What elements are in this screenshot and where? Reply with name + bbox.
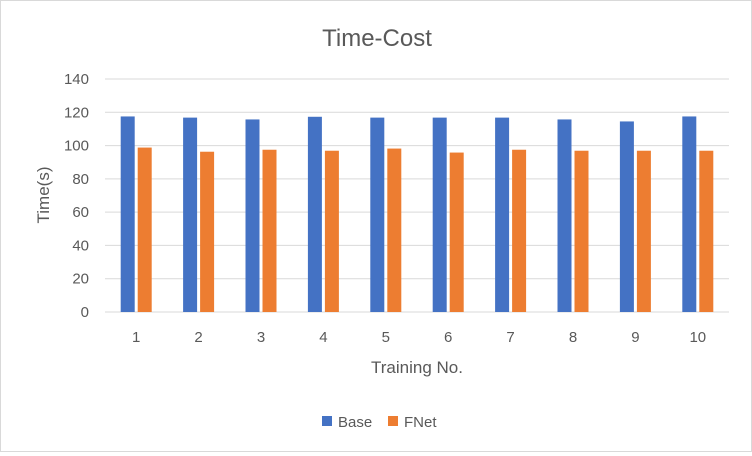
bar-base-7 [495, 117, 510, 313]
legend-label-fnet: FNet [404, 414, 437, 431]
y-tick-label: 40 [72, 237, 89, 254]
bars [120, 116, 714, 313]
y-tick-label: 0 [81, 304, 89, 321]
y-tick-label: 120 [64, 104, 89, 121]
x-axis-ticks: 1 2 3 4 5 6 7 8 9 10 [132, 329, 706, 346]
x-tick-label: 8 [569, 329, 577, 346]
x-tick-label: 5 [382, 329, 390, 346]
bar-base-6 [432, 117, 447, 313]
bar-fnet-5 [387, 148, 402, 312]
grid-lines [105, 78, 729, 313]
bar-base-4 [307, 116, 322, 312]
y-tick-label: 20 [72, 271, 89, 288]
x-axis-title: Training No. [371, 358, 463, 377]
bar-base-5 [370, 117, 385, 313]
y-tick-label: 140 [64, 71, 89, 88]
bar-fnet-8 [574, 150, 589, 312]
x-tick-label: 10 [689, 329, 706, 346]
y-tick-label: 80 [72, 171, 89, 188]
chart-title: Time-Cost [322, 25, 432, 52]
bar-fnet-1 [137, 147, 152, 312]
bar-fnet-2 [200, 151, 215, 312]
bar-fnet-7 [512, 149, 527, 312]
bar-base-10 [682, 116, 697, 312]
bar-base-3 [245, 119, 260, 313]
x-tick-label: 6 [444, 329, 452, 346]
y-axis-ticks: 0 20 40 60 80 100 120 140 [64, 71, 89, 321]
bar-fnet-6 [449, 152, 464, 312]
legend: Base FNet [322, 414, 437, 431]
legend-swatch-fnet [388, 416, 398, 426]
bar-base-1 [120, 116, 135, 312]
x-tick-label: 7 [506, 329, 514, 346]
bar-fnet-3 [262, 149, 277, 312]
bar-base-8 [557, 119, 572, 313]
x-tick-label: 4 [319, 329, 327, 346]
y-tick-label: 60 [72, 204, 89, 221]
bar-fnet-4 [324, 150, 339, 312]
bar-base-9 [619, 121, 634, 312]
bar-base-2 [183, 117, 198, 313]
bar-fnet-10 [699, 150, 714, 312]
x-tick-label: 9 [631, 329, 639, 346]
x-tick-label: 2 [194, 329, 202, 346]
x-tick-label: 3 [257, 329, 265, 346]
y-tick-label: 100 [64, 138, 89, 155]
legend-swatch-base [322, 416, 332, 426]
legend-label-base: Base [338, 414, 372, 431]
y-axis-title: Time(s) [34, 167, 53, 224]
bar-fnet-9 [636, 150, 651, 312]
x-tick-label: 1 [132, 329, 140, 346]
